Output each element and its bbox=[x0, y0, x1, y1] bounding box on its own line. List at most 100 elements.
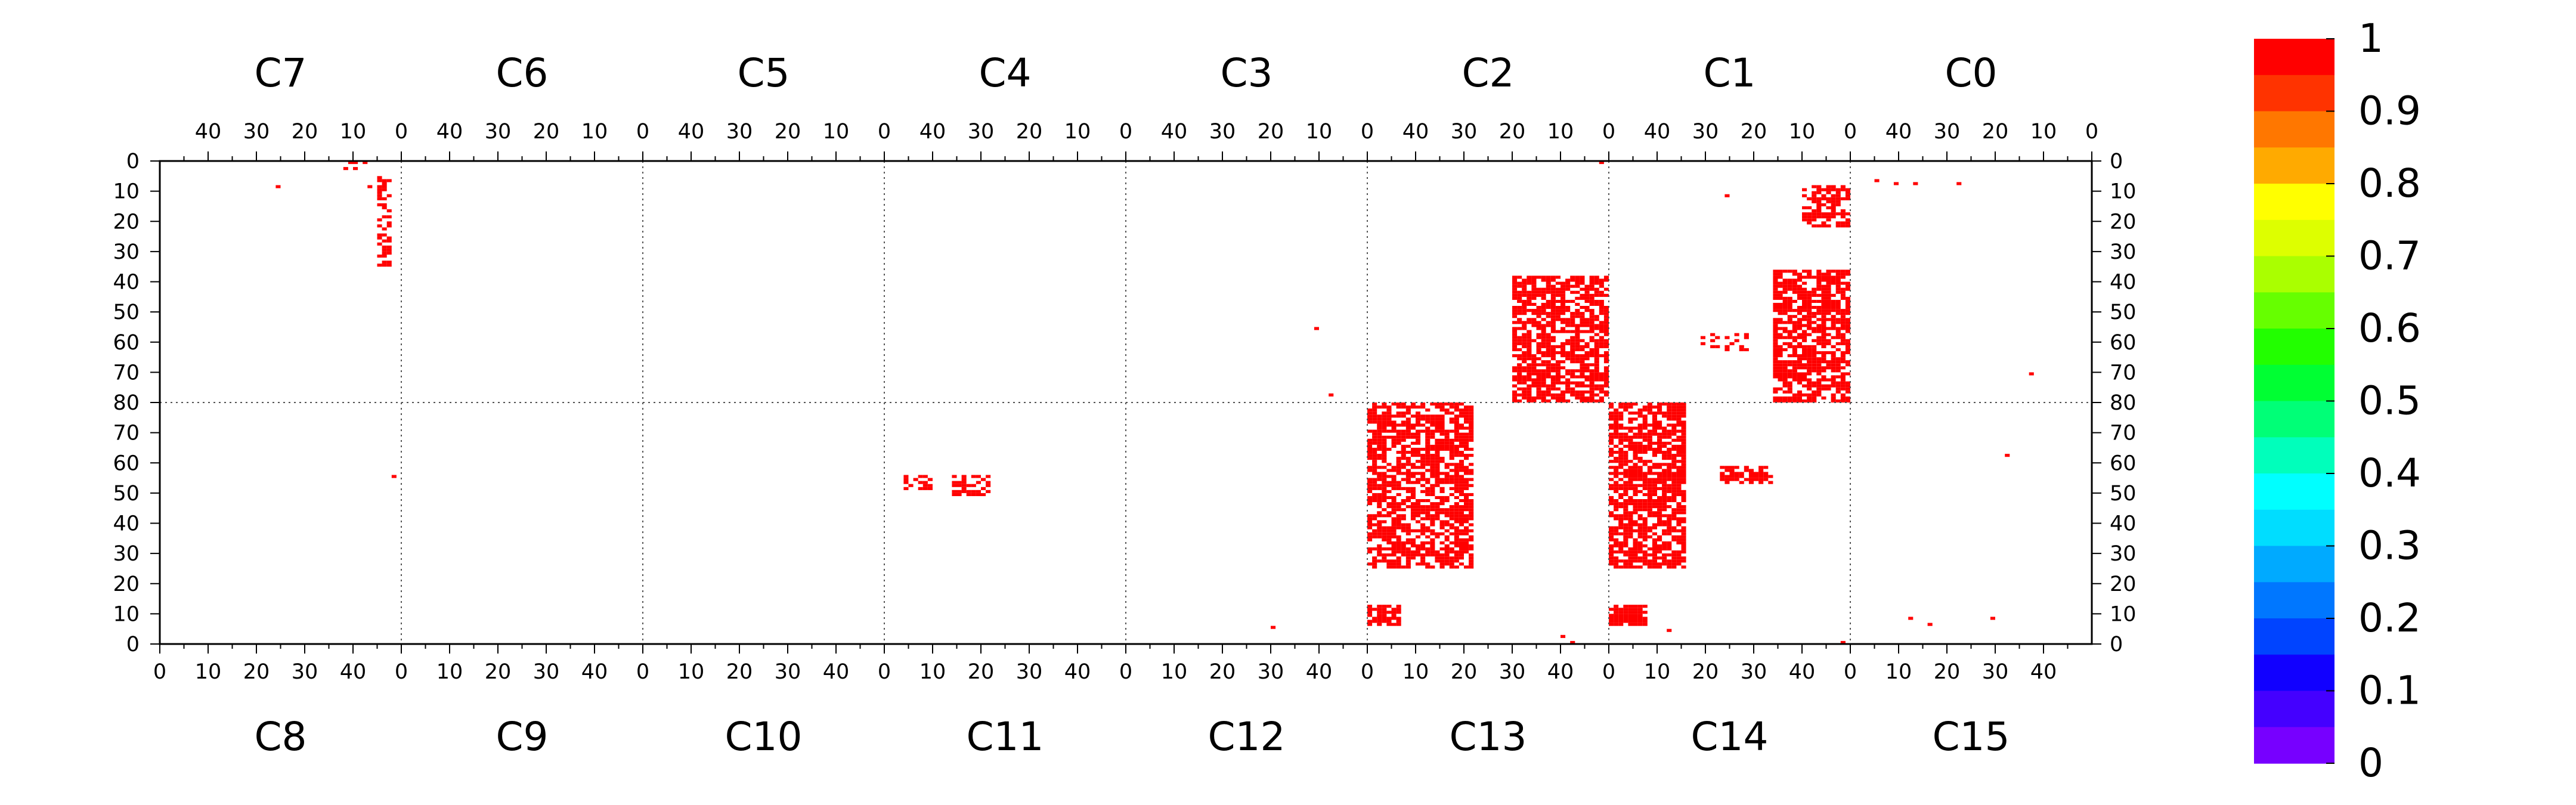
heatmap-cell bbox=[1430, 487, 1435, 490]
heatmap-cell bbox=[1599, 330, 1604, 333]
heatmap-cell bbox=[1609, 617, 1614, 620]
heatmap-cell bbox=[1386, 469, 1392, 472]
heatmap-cell bbox=[1594, 327, 1599, 330]
heatmap-cell bbox=[1812, 321, 1817, 324]
heatmap-cell bbox=[1425, 469, 1431, 472]
heatmap-cell bbox=[1536, 348, 1541, 351]
heatmap-cell bbox=[1372, 405, 1377, 409]
heatmap-cell bbox=[1416, 447, 1421, 451]
heatmap-cell bbox=[1671, 402, 1677, 406]
heatmap-cell bbox=[1618, 544, 1624, 547]
heatmap-cell bbox=[1469, 447, 1474, 451]
heatmap-cell bbox=[1671, 493, 1677, 496]
heatmap-cell bbox=[1439, 499, 1445, 503]
heatmap-cell bbox=[1667, 417, 1672, 421]
heatmap-cell bbox=[1580, 354, 1585, 358]
heatmap-cell bbox=[1807, 312, 1812, 315]
heatmap-cell bbox=[1807, 345, 1812, 348]
heatmap-cell bbox=[363, 161, 368, 165]
heatmap-cell bbox=[1623, 454, 1628, 457]
heatmap-cell bbox=[1367, 420, 1373, 424]
heatmap-cell bbox=[1831, 366, 1836, 370]
heatmap-cell bbox=[1618, 614, 1624, 617]
heatmap-cell bbox=[1831, 306, 1836, 309]
heatmap-cell bbox=[1792, 330, 1797, 333]
heatmap-cell bbox=[1628, 605, 1633, 608]
heatmap-cell bbox=[1589, 296, 1594, 300]
heatmap-cell bbox=[1652, 541, 1657, 544]
heatmap-cell bbox=[1642, 505, 1648, 509]
heatmap-cell bbox=[1826, 212, 1831, 216]
heatmap-cell bbox=[1599, 327, 1604, 330]
heatmap-cell bbox=[1459, 520, 1464, 524]
heatmap-cell bbox=[1778, 360, 1783, 364]
heatmap-cell bbox=[1662, 432, 1667, 436]
heatmap-cell bbox=[1416, 429, 1421, 433]
heatmap-cell bbox=[1416, 432, 1421, 436]
heatmap-cell bbox=[1382, 538, 1387, 541]
heatmap-cell bbox=[1633, 463, 1638, 466]
heatmap-cell bbox=[1647, 435, 1652, 439]
heatmap-cell bbox=[1386, 423, 1392, 427]
heatmap-cell bbox=[1405, 460, 1411, 463]
heatmap-cell bbox=[1812, 399, 1817, 402]
heatmap-cell bbox=[1816, 342, 1822, 345]
heatmap-cell bbox=[1657, 511, 1662, 515]
heatmap-cell bbox=[1580, 384, 1585, 388]
heatmap-cell bbox=[1410, 490, 1416, 493]
heatmap-cell bbox=[1826, 312, 1831, 315]
heatmap-cell bbox=[1821, 296, 1826, 300]
heatmap-cell bbox=[1454, 426, 1459, 430]
heatmap-cell bbox=[1449, 469, 1454, 472]
heatmap-cell bbox=[1416, 478, 1421, 481]
heatmap-cell bbox=[1271, 626, 1276, 629]
heatmap-cell bbox=[1845, 390, 1850, 394]
heatmap-cell bbox=[1676, 508, 1682, 512]
heatmap-cell bbox=[1609, 511, 1614, 515]
heatmap-cell bbox=[1835, 306, 1841, 309]
heatmap-cell bbox=[1459, 441, 1464, 445]
heatmap-cell bbox=[1748, 475, 1754, 478]
heatmap-cell bbox=[1782, 363, 1788, 367]
heatmap-cell bbox=[1459, 490, 1464, 493]
top-tick-label: 20 bbox=[1258, 120, 1284, 144]
heatmap-cell bbox=[1773, 281, 1778, 285]
heatmap-cell bbox=[1821, 290, 1826, 294]
heatmap-cell bbox=[1642, 426, 1648, 430]
heatmap-cell bbox=[1469, 559, 1474, 563]
heatmap-cell bbox=[1778, 354, 1783, 358]
heatmap-cell bbox=[1599, 302, 1604, 306]
heatmap-cell bbox=[1555, 281, 1561, 285]
heatmap-cell bbox=[1812, 354, 1817, 358]
heatmap-cell bbox=[986, 481, 991, 484]
heatmap-cell bbox=[1845, 363, 1850, 367]
heatmap-cell bbox=[1377, 502, 1382, 506]
heatmap-cell bbox=[1391, 526, 1397, 530]
heatmap-cell bbox=[1454, 432, 1459, 436]
heatmap-cell bbox=[1420, 526, 1426, 530]
heatmap-cell bbox=[1758, 472, 1764, 475]
heatmap-cell bbox=[1623, 502, 1628, 506]
heatmap-cell bbox=[1386, 435, 1392, 439]
heatmap-cell bbox=[1633, 544, 1638, 547]
heatmap-cell bbox=[1826, 333, 1831, 336]
heatmap-cell bbox=[1372, 529, 1377, 532]
heatmap-cell bbox=[1797, 396, 1802, 400]
heatmap-cell bbox=[1681, 559, 1686, 563]
heatmap-cell bbox=[1676, 447, 1682, 451]
heatmap-cell bbox=[1633, 547, 1638, 551]
heatmap-cell bbox=[1831, 278, 1836, 282]
heatmap-cell bbox=[382, 248, 387, 252]
heatmap-cell bbox=[1835, 275, 1841, 279]
heatmap-cell bbox=[1575, 357, 1580, 361]
heatmap-cell bbox=[1662, 402, 1667, 406]
heatmap-cell bbox=[1773, 293, 1778, 297]
heatmap-cell bbox=[1580, 360, 1585, 364]
heatmap-cell bbox=[1377, 493, 1382, 496]
heatmap-cell bbox=[1826, 290, 1831, 294]
heatmap-cell bbox=[1584, 296, 1590, 300]
heatmap-cell bbox=[1541, 287, 1546, 291]
heatmap-cell bbox=[1382, 553, 1387, 557]
heatmap-cell bbox=[1840, 321, 1846, 324]
heatmap-cell bbox=[1763, 478, 1769, 481]
